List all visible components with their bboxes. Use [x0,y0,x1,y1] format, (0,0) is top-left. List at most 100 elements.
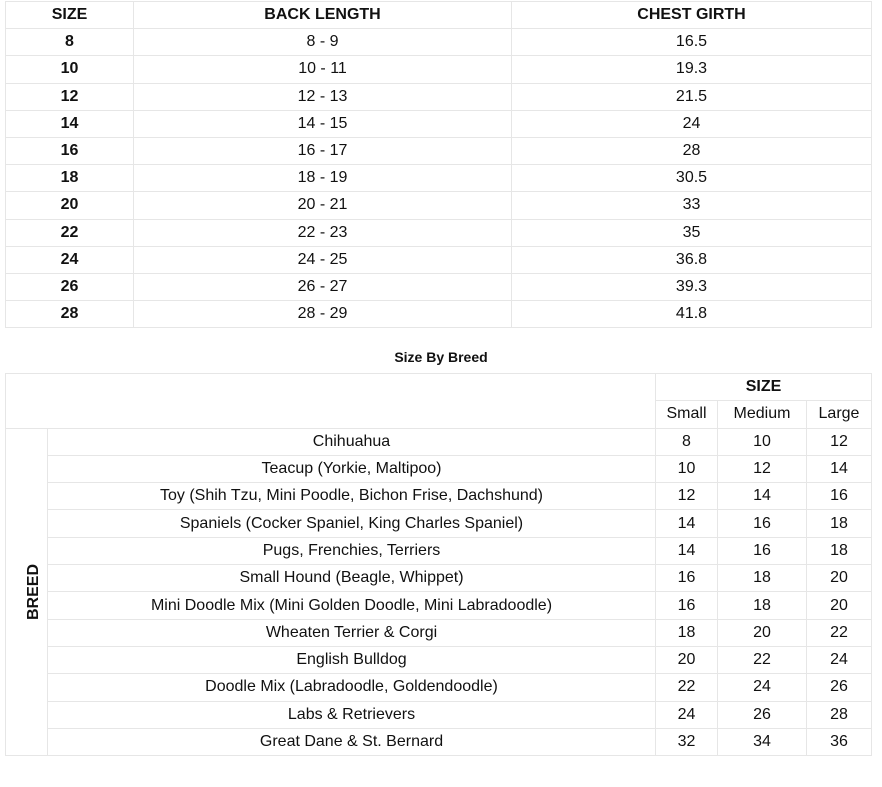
size-chart-row: 28 28 - 29 41.8 [5,300,872,329]
breed-label-text: BREED [25,563,43,620]
cell-medium: 18 [717,591,807,620]
cell-small: 8 [655,427,718,456]
cell-size: 28 [5,300,134,329]
size-chart-row: 10 10 - 11 19.3 [5,55,872,84]
size-chart-row: 24 24 - 25 36.8 [5,245,872,274]
cell-breed: Pugs, Frenchies, Terriers [47,536,656,566]
cell-breed: Toy (Shih Tzu, Mini Poodle, Bichon Frise… [47,482,656,511]
header-small: Small [655,400,718,429]
cell-back-length: 12 - 13 [133,82,512,111]
cell-large: 18 [806,536,872,566]
cell-medium: 10 [717,427,807,456]
cell-large: 26 [806,673,872,702]
cell-back-length: 10 - 11 [133,55,512,84]
cell-medium: 22 [717,645,807,675]
cell-chest-girth: 39.3 [511,272,872,302]
breed-row: English Bulldog 20 22 24 [6,645,872,675]
cell-small: 22 [655,673,718,702]
breed-row: Labs & Retrievers 24 26 28 [6,700,872,729]
cell-small: 32 [655,727,718,757]
cell-large: 14 [806,454,872,484]
breed-chart-title: Size By Breed [394,349,488,365]
cell-chest-girth: 28 [511,136,872,166]
cell-back-length: 16 - 17 [133,136,512,166]
cell-large: 20 [806,564,872,593]
breed-row: Great Dane & St. Bernard 32 34 36 [6,727,872,757]
breed-row: Mini Doodle Mix (Mini Golden Doodle, Min… [6,591,872,620]
size-chart-row: 18 18 - 19 30.5 [5,164,872,193]
breed-row: Spaniels (Cocker Spaniel, King Charles S… [6,509,872,538]
cell-back-length: 28 - 29 [133,300,512,329]
cell-breed: Doodle Mix (Labradoodle, Goldendoodle) [47,673,656,702]
empty-header-cell [5,373,656,429]
cell-back-length: 24 - 25 [133,245,512,274]
cell-medium: 18 [717,564,807,593]
cell-chest-girth: 19.3 [511,55,872,84]
cell-large: 12 [806,427,872,456]
cell-breed: Mini Doodle Mix (Mini Golden Doodle, Min… [47,591,656,620]
cell-large: 36 [806,727,872,757]
cell-small: 14 [655,509,718,538]
cell-back-length: 18 - 19 [133,164,512,193]
cell-small: 12 [655,482,718,511]
cell-small: 24 [655,700,718,729]
cell-size: 8 [5,28,134,57]
cell-size: 24 [5,245,134,274]
cell-large: 22 [806,618,872,647]
header-back-length: BACK LENGTH [133,0,512,30]
cell-chest-girth: 21.5 [511,82,872,111]
cell-breed: Teacup (Yorkie, Maltipoo) [47,454,656,484]
cell-size: 20 [5,191,134,220]
cell-breed: Chihuahua [47,427,656,456]
cell-small: 14 [655,536,718,566]
cell-small: 18 [655,618,718,647]
cell-size: 22 [5,218,134,247]
cell-small: 16 [655,564,718,593]
cell-large: 28 [806,700,872,729]
size-chart-row: 22 22 - 23 35 [5,218,872,247]
cell-size: 10 [5,55,134,84]
cell-small: 10 [655,454,718,484]
breed-row: Teacup (Yorkie, Maltipoo) 10 12 14 [6,454,872,484]
cell-chest-girth: 33 [511,191,872,220]
cell-breed: Spaniels (Cocker Spaniel, King Charles S… [47,509,656,538]
cell-size: 12 [5,82,134,111]
size-chart-header-row: SIZE BACK LENGTH CHEST GIRTH [5,0,872,30]
header-large: Large [806,400,872,429]
cell-breed: Wheaten Terrier & Corgi [47,618,656,647]
cell-large: 24 [806,645,872,675]
size-chart-row: 12 12 - 13 21.5 [5,82,872,111]
size-chart-row: 16 16 - 17 28 [5,136,872,166]
cell-chest-girth: 16.5 [511,28,872,57]
cell-medium: 12 [717,454,807,484]
cell-medium: 16 [717,509,807,538]
header-chest-girth: CHEST GIRTH [511,0,872,30]
cell-medium: 24 [717,673,807,702]
cell-size: 18 [5,164,134,193]
cell-medium: 14 [717,482,807,511]
cell-chest-girth: 35 [511,218,872,247]
cell-medium: 20 [717,618,807,647]
cell-back-length: 26 - 27 [133,272,512,302]
cell-size: 14 [5,109,134,138]
cell-medium: 26 [717,700,807,729]
cell-small: 16 [655,591,718,620]
cell-large: 16 [806,482,872,511]
header-medium: Medium [717,400,807,429]
cell-chest-girth: 30.5 [511,164,872,193]
cell-size: 26 [5,272,134,302]
cell-back-length: 14 - 15 [133,109,512,138]
size-columns-row: Small Medium Large [6,400,872,429]
breed-row: Small Hound (Beagle, Whippet) 16 18 20 [6,564,872,593]
cell-chest-girth: 24 [511,109,872,138]
breed-chart-table: SIZE Small Medium Large BREED Chihuahua 8 1… [5,372,872,757]
cell-chest-girth: 41.8 [511,300,872,329]
size-chart-row: 20 20 - 21 33 [5,191,872,220]
size-chart-row: 14 14 - 15 24 [5,109,872,138]
breed-row: Toy (Shih Tzu, Mini Poodle, Bichon Frise… [6,482,872,511]
cell-breed: Great Dane & St. Bernard [47,727,656,757]
breed-row: Doodle Mix (Labradoodle, Goldendoodle) 22… [6,673,872,702]
cell-breed: Small Hound (Beagle, Whippet) [47,564,656,593]
breed-row: Pugs, Frenchies, Terriers 14 16 18 [6,536,872,566]
size-chart-row: 26 26 - 27 39.3 [5,272,872,302]
